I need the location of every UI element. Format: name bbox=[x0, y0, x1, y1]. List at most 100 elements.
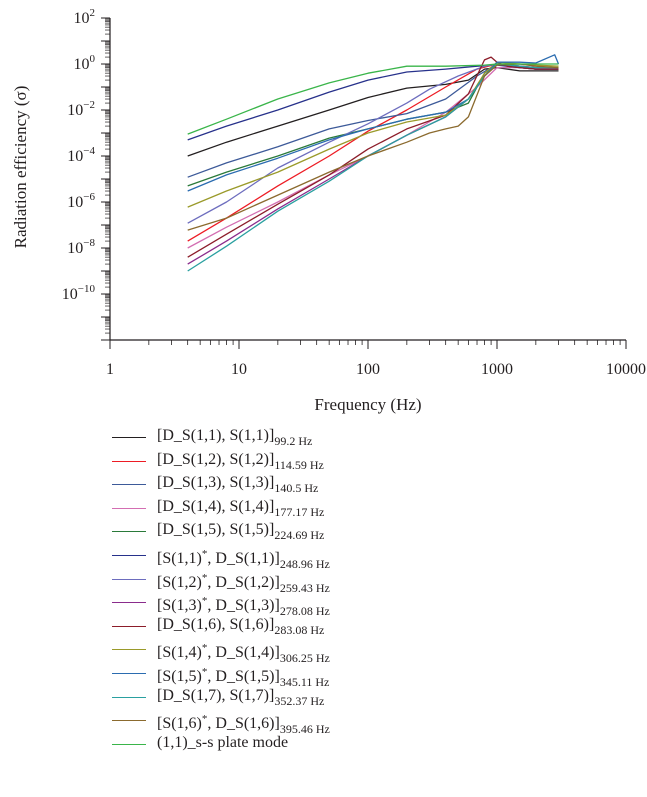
legend-item: [D_S(1,4), S(1,4)]177.17 Hz bbox=[112, 497, 632, 521]
legend-swatch bbox=[112, 507, 146, 509]
chart: 1 10 100 1000 10000 102 100 10−2 10−4 10−6 10−8 10−… bbox=[11, 7, 646, 414]
y-tick-label: 10−4 bbox=[67, 145, 95, 165]
legend-label-sup: * bbox=[201, 571, 208, 584]
y-tick-label: 10−8 bbox=[67, 237, 95, 257]
legend-swatch bbox=[112, 672, 146, 674]
legend-label: (1,1)_s-s plate mode bbox=[157, 733, 288, 753]
legend-label-sup: * bbox=[201, 713, 208, 726]
legend-label-text: [D_S(1,4), S(1,4)] bbox=[157, 497, 275, 515]
legend-label: [D_S(1,4), S(1,4)]177.17 Hz bbox=[157, 497, 324, 522]
legend-label-sub: 306.25 Hz bbox=[279, 651, 330, 666]
legend-item: [S(1,5)*, D_S(1,5)]345.11 Hz bbox=[112, 662, 632, 689]
axes: 1 10 100 1000 10000 102 100 10−2 10−4 10−6 10−8 10−… bbox=[11, 7, 646, 414]
legend-item: [D_S(1,6), S(1,6)]283.08 Hz bbox=[112, 615, 632, 639]
legend-swatch bbox=[112, 602, 146, 604]
legend-label-text: [S(1,2) bbox=[157, 573, 202, 591]
x-tick-label: 100 bbox=[356, 361, 380, 378]
legend-label-sub: 283.08 Hz bbox=[274, 622, 325, 637]
plot-area bbox=[187, 54, 560, 272]
legend-swatch bbox=[112, 649, 146, 651]
legend-label: [D_S(1,5), S(1,5)]224.69 Hz bbox=[157, 520, 324, 545]
legend-label-tail: , D_S(1,1)] bbox=[207, 549, 280, 567]
legend-label-tail: , D_S(1,3)] bbox=[207, 597, 280, 615]
legend-item: [D_S(1,5), S(1,5)]224.69 Hz bbox=[112, 520, 632, 544]
legend-label-text: [S(1,5) bbox=[157, 667, 202, 685]
legend-label-text: [D_S(1,6), S(1,6)] bbox=[157, 615, 275, 633]
series-line-7 bbox=[187, 63, 559, 224]
legend-label: [S(1,3)*, D_S(1,3)]278.08 Hz bbox=[157, 591, 330, 621]
legend-label-text: (1,1)_s-s plate mode bbox=[157, 733, 289, 751]
legend-label-text: [D_S(1,5), S(1,5)] bbox=[157, 521, 275, 539]
series-line-9 bbox=[187, 56, 559, 258]
legend-item: [D_S(1,2), S(1,2)]114.59 Hz bbox=[112, 450, 632, 474]
legend-label-tail: , D_S(1,6)] bbox=[207, 715, 280, 733]
legend-item: [S(1,1)*, D_S(1,1)]248.96 Hz bbox=[112, 544, 632, 571]
series-line-12 bbox=[187, 63, 559, 272]
legend-label-sub: 140.5 Hz bbox=[274, 481, 319, 496]
legend-label-text: [S(1,1) bbox=[157, 549, 202, 567]
legend-label: [D_S(1,6), S(1,6)]283.08 Hz bbox=[157, 615, 324, 640]
legend: [D_S(1,1), S(1,1)]99.2 Hz [D_S(1,2), S(1,… bbox=[112, 426, 632, 756]
x-tick-label: 10000 bbox=[606, 361, 646, 378]
legend-label-tail: , D_S(1,4)] bbox=[207, 644, 280, 662]
x-tick-label: 10 bbox=[231, 361, 247, 378]
legend-label-tail: , D_S(1,2)] bbox=[207, 573, 280, 591]
legend-label: [D_S(1,7), S(1,7)]352.37 Hz bbox=[157, 686, 324, 711]
legend-label-text: [S(1,6) bbox=[157, 715, 202, 733]
legend-label-sub: 259.43 Hz bbox=[279, 580, 330, 595]
series-line-11 bbox=[187, 54, 560, 192]
legend-label: [S(1,5)*, D_S(1,5)]345.11 Hz bbox=[157, 662, 329, 692]
series-line-10 bbox=[187, 61, 559, 208]
y-axis-label: Radiation efficiency (σ) bbox=[11, 86, 30, 249]
legend-label-sub: 352.37 Hz bbox=[274, 693, 325, 708]
legend-label-sub: 278.08 Hz bbox=[279, 604, 330, 619]
x-axis-label: Frequency (Hz) bbox=[314, 395, 421, 414]
legend-label-sub: 114.59 Hz bbox=[274, 457, 324, 472]
legend-item: [S(1,3)*, D_S(1,3)]278.08 Hz bbox=[112, 591, 632, 618]
legend-swatch bbox=[112, 578, 146, 580]
legend-label: [S(1,2)*, D_S(1,2)]259.43 Hz bbox=[157, 568, 330, 598]
legend-label-sub: 224.69 Hz bbox=[274, 528, 325, 543]
y-tick-label: 10−10 bbox=[62, 283, 96, 303]
legend-swatch bbox=[112, 531, 146, 533]
legend-label-sub: 177.17 Hz bbox=[274, 504, 325, 519]
legend-swatch bbox=[112, 720, 146, 722]
legend-item: [S(1,4)*, D_S(1,4)]306.25 Hz bbox=[112, 638, 632, 665]
x-tick-label: 1 bbox=[106, 361, 114, 378]
y-tick-label: 10−2 bbox=[67, 99, 95, 119]
legend-label: [D_S(1,3), S(1,3)]140.5 Hz bbox=[157, 473, 318, 498]
legend-item: [D_S(1,3), S(1,3)]140.5 Hz bbox=[112, 473, 632, 497]
legend-label-text: [D_S(1,1), S(1,1)] bbox=[157, 427, 275, 444]
legend-item: [S(1,2)*, D_S(1,2)]259.43 Hz bbox=[112, 568, 632, 595]
x-tick-label: 1000 bbox=[481, 361, 513, 378]
legend-label-tail: , D_S(1,5)] bbox=[207, 667, 280, 685]
legend-label: [D_S(1,2), S(1,2)]114.59 Hz bbox=[157, 450, 324, 475]
legend-label-text: [S(1,3) bbox=[157, 597, 202, 615]
legend-item: [D_S(1,1), S(1,1)]99.2 Hz bbox=[112, 426, 632, 450]
legend-swatch bbox=[112, 696, 146, 698]
legend-item: [D_S(1,7), S(1,7)]352.37 Hz bbox=[112, 686, 632, 710]
legend-swatch bbox=[112, 437, 146, 438]
series-line-1 bbox=[187, 66, 559, 157]
legend-label-sup: * bbox=[201, 665, 208, 678]
y-tick-label: 100 bbox=[74, 53, 96, 73]
legend-label-text: [D_S(1,2), S(1,2)] bbox=[157, 450, 275, 468]
legend-label-text: [D_S(1,7), S(1,7)] bbox=[157, 686, 275, 704]
legend-label-sup: * bbox=[201, 642, 208, 655]
legend-swatch bbox=[112, 484, 146, 486]
legend-swatch bbox=[112, 460, 146, 462]
legend-label-text: [S(1,4) bbox=[157, 644, 202, 662]
legend-swatch bbox=[112, 625, 146, 627]
legend-label: [S(1,1)*, D_S(1,1)]248.96 Hz bbox=[157, 544, 330, 574]
series-line-5 bbox=[187, 63, 559, 187]
legend-label-sub: 99.2 Hz bbox=[274, 434, 313, 448]
legend-swatch bbox=[112, 743, 146, 745]
legend-label-sub: 345.11 Hz bbox=[279, 674, 330, 689]
y-tick-label: 10−6 bbox=[67, 191, 95, 211]
legend-item: [S(1,6)*, D_S(1,6)]395.46 Hz bbox=[112, 709, 632, 736]
legend-item: (1,1)_s-s plate mode bbox=[112, 733, 632, 757]
legend-label: [S(1,4)*, D_S(1,4)]306.25 Hz bbox=[157, 638, 330, 668]
legend-label-sup: * bbox=[201, 595, 208, 608]
legend-swatch bbox=[112, 554, 146, 556]
series-line-14 bbox=[187, 63, 559, 135]
